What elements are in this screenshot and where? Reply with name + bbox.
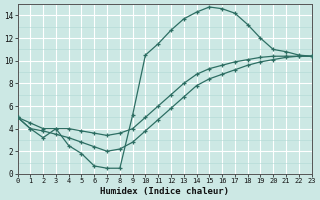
X-axis label: Humidex (Indice chaleur): Humidex (Indice chaleur) xyxy=(100,187,229,196)
